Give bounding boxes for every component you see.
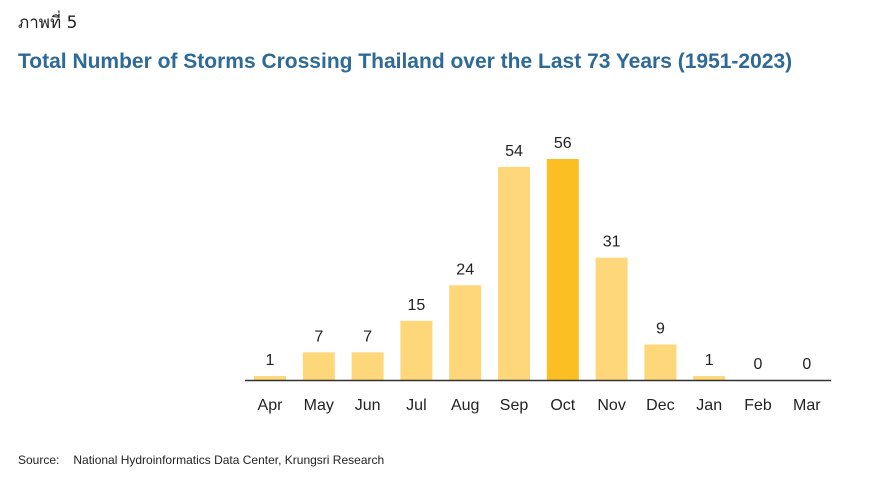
bar-jun xyxy=(351,352,384,380)
figure-label: ภาพที่ 5 xyxy=(18,13,78,33)
data-label-apr: 1 xyxy=(266,352,275,369)
x-tick-label-mar: Mar xyxy=(793,397,821,414)
x-tick-label-feb: Feb xyxy=(744,397,772,414)
chart-title: Total Number of Storms Crossing Thailand… xyxy=(18,50,793,73)
bar-chart: 1 Apr 7 May 7 Jun 15 Jul 24 Aug 54 Sep 56 Oct 31 Nov 9 De… xyxy=(245,135,831,414)
data-label-dec: 9 xyxy=(656,320,665,337)
data-label-jul: 15 xyxy=(408,297,426,314)
x-tick-label-may: May xyxy=(304,397,334,414)
bar-jul xyxy=(400,320,433,380)
bar-aug xyxy=(449,285,482,380)
bar-may xyxy=(302,352,335,380)
bar-nov xyxy=(595,257,628,380)
data-label-feb: 0 xyxy=(754,356,763,373)
source-note: Source: National Hydroinformatics Data Ce… xyxy=(18,453,384,467)
bar-oct xyxy=(546,159,579,380)
x-tick-label-sep: Sep xyxy=(500,397,529,414)
x-tick-label-jan: Jan xyxy=(696,397,722,414)
data-label-nov: 31 xyxy=(603,234,621,251)
x-tick-label-apr: Apr xyxy=(258,397,284,414)
data-label-oct: 56 xyxy=(554,135,572,152)
x-tick-label-nov: Nov xyxy=(597,397,625,414)
bar-dec xyxy=(644,344,677,380)
source-label: Source: xyxy=(18,453,60,467)
bar-apr xyxy=(254,376,286,380)
x-tick-label-aug: Aug xyxy=(451,397,479,414)
bar-sep xyxy=(498,166,530,380)
data-label-jan: 1 xyxy=(705,352,714,369)
x-tick-label-jun: Jun xyxy=(355,397,381,414)
x-tick-label-jul: Jul xyxy=(406,397,426,414)
x-tick-label-dec: Dec xyxy=(646,397,674,414)
x-tick-label-oct: Oct xyxy=(550,397,575,414)
data-label-mar: 0 xyxy=(802,356,811,373)
bar-jan xyxy=(693,376,726,380)
data-label-may: 7 xyxy=(314,328,323,345)
source-text: National Hydroinformatics Data Center, K… xyxy=(73,453,385,467)
data-label-jun: 7 xyxy=(363,328,372,345)
data-label-aug: 24 xyxy=(456,261,474,278)
data-label-sep: 54 xyxy=(505,143,523,160)
